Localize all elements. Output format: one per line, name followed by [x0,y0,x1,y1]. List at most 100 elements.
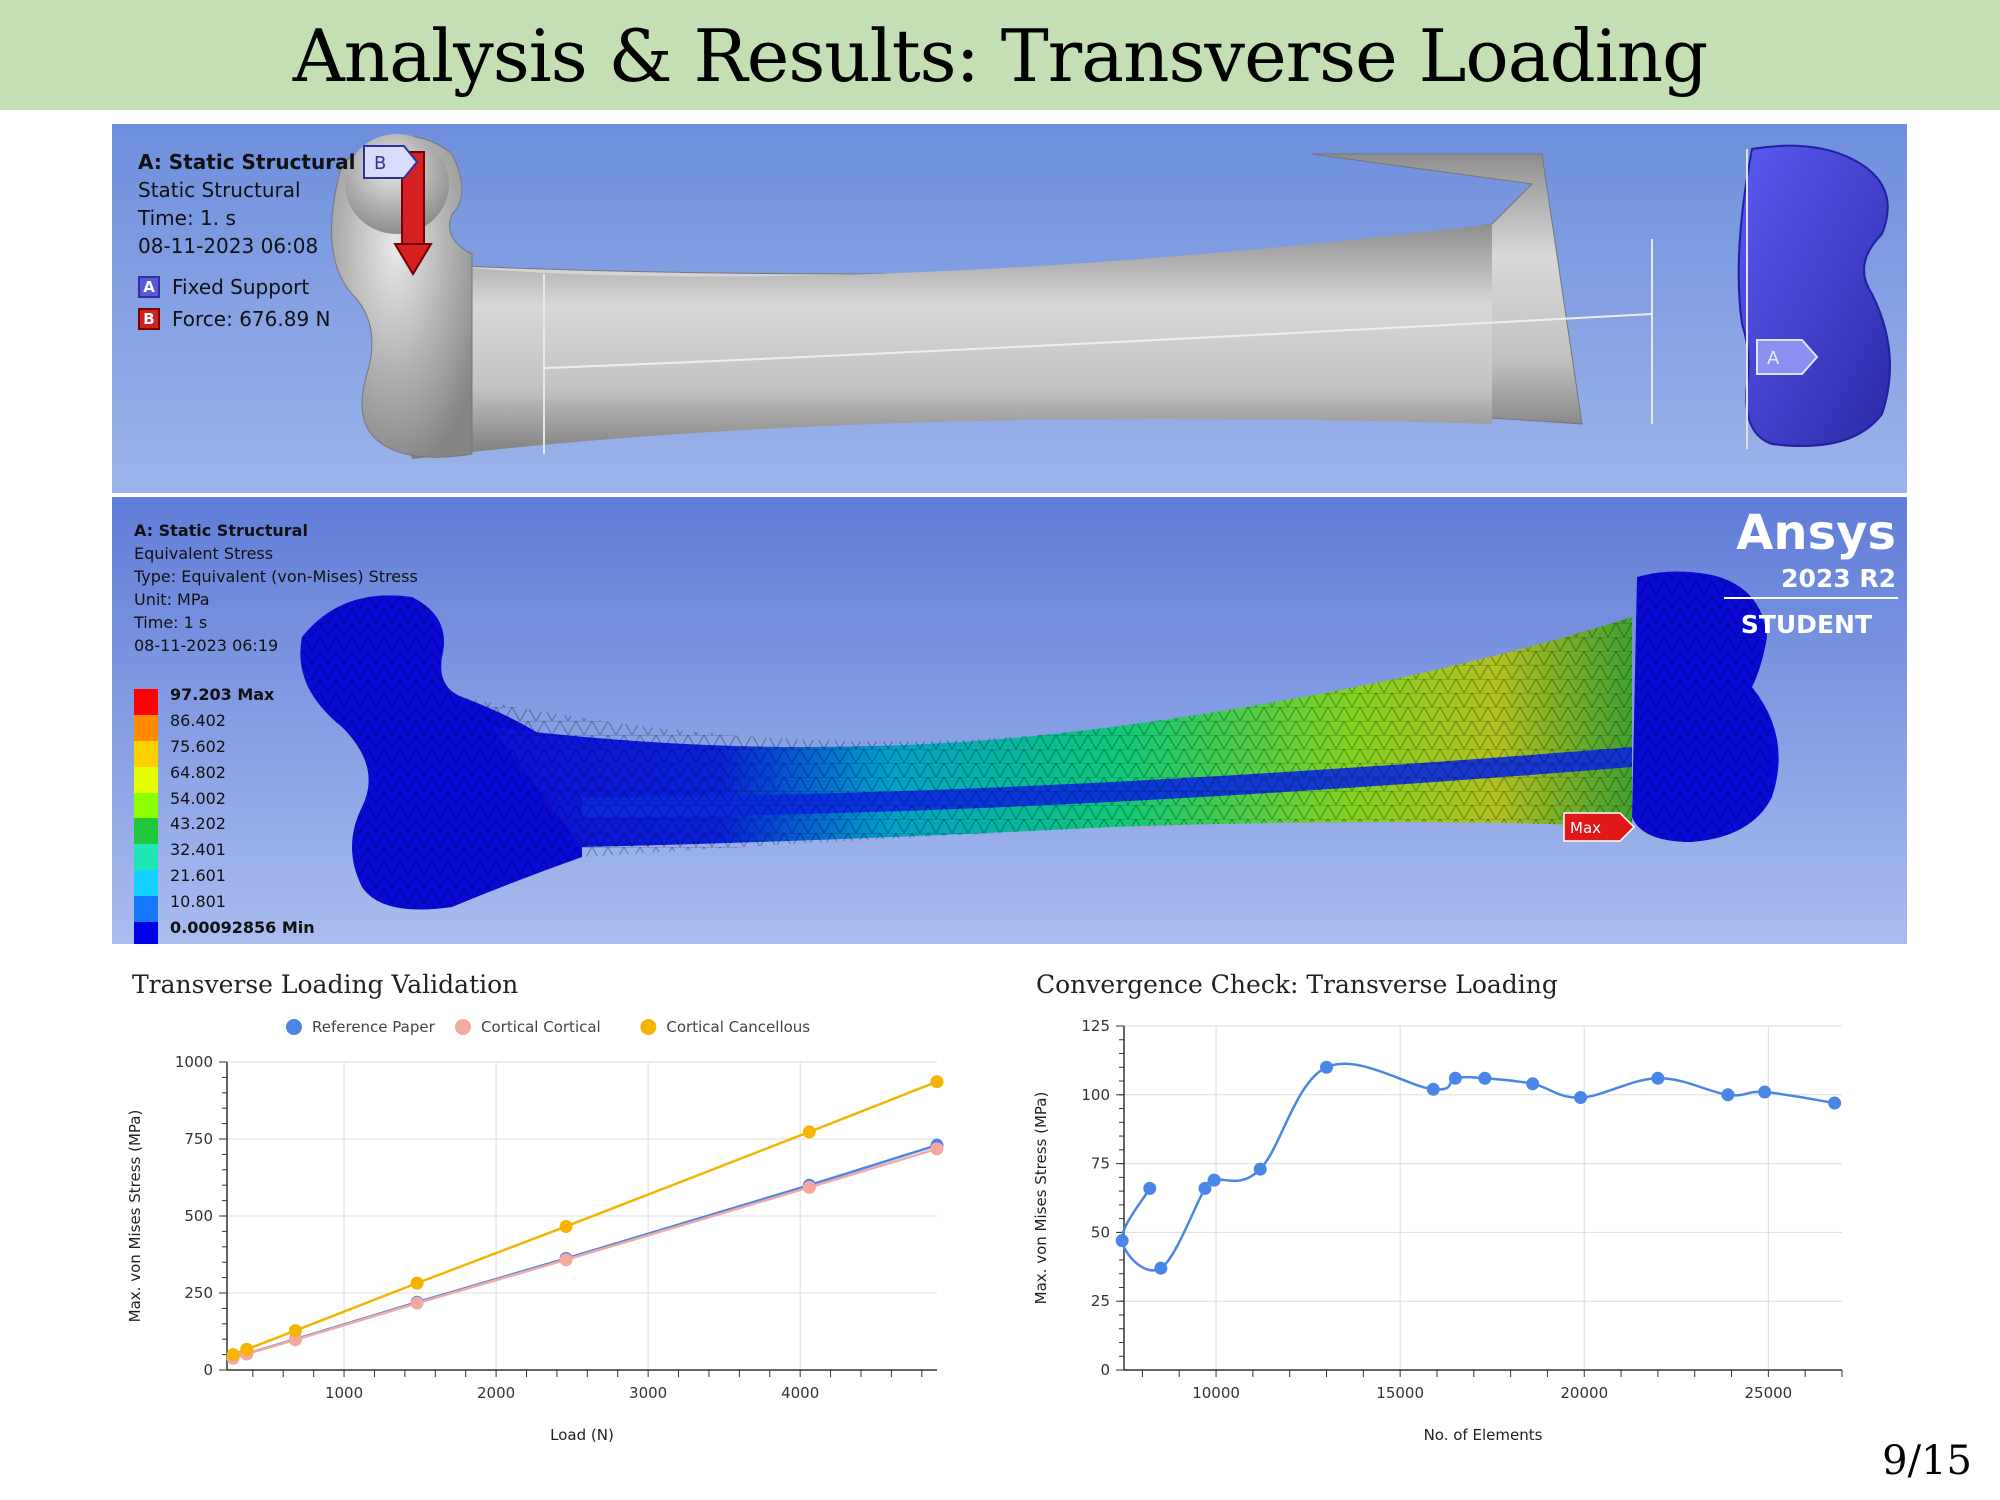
analysis-date: 08-11-2023 06:08 [138,234,319,258]
data-point [226,1348,240,1362]
data-point [1651,1071,1665,1085]
data-point [930,1075,944,1089]
force-marker-b: B [374,153,386,174]
series-line-2 [232,1080,938,1356]
contour-label: 86.402 [170,710,226,730]
x-tick-label: 3000 [629,1384,667,1402]
contour-label: 75.602 [170,736,226,756]
analysis-heading: A: Static Structural [138,150,356,174]
ansys-version: 2023 R2 [1781,564,1896,593]
legend-label-1: Cortical Cortical [481,1018,601,1036]
contour-label: 97.203 Max [170,685,275,704]
slide-title: Analysis & Results: Transverse Loading [292,14,1708,98]
stress-line-1: Equivalent Stress [134,544,274,563]
femur-stress-mesh: Max Ansys 2023 R2 STUDENT [300,505,1898,910]
data-point [1207,1173,1221,1187]
ansys-edition: STUDENT [1741,610,1872,639]
y-axis-label: Max. von Mises Stress (MPa) [1032,1092,1050,1305]
chart-validation-plot: 1000 2000 3000 4000 0 250 500 750 1000 Load (N) Ma… [126,1018,944,1444]
x-tick-label: 20000 [1560,1384,1608,1402]
legend-label-fixed-support: Fixed Support [172,275,310,299]
data-point [1154,1261,1168,1275]
legend-force: B Force: 676.89 N [138,306,355,332]
x-tick-label: 10000 [1192,1384,1240,1402]
stress-results-view: Max Ansys 2023 R2 STUDENT A: Static Stru… [112,497,1907,944]
contour-label: 21.601 [170,866,226,886]
contour-label: 0.00092856 Min [170,918,315,938]
y-tick-label: 250 [184,1284,213,1302]
x-tick-label: 15000 [1376,1384,1424,1402]
contour-swatch [134,689,158,715]
series-line-1 [232,1147,938,1360]
contour-swatch [134,844,158,871]
data-point [1143,1181,1157,1195]
contour-label: 64.802 [170,762,226,782]
legend-fixed-support: A Fixed Support [138,274,355,300]
data-point [1526,1077,1540,1091]
analysis-type: Static Structural [138,178,301,202]
stress-line-4: Time: 1 s [134,613,208,632]
data-point [1828,1096,1842,1110]
chart-validation: Transverse Loading Validation 1000 2000 30… [112,960,952,1460]
y-tick-label: 750 [184,1130,213,1148]
ansys-logo: Ansys [1736,505,1896,561]
chart-convergence-plot: 10000 15000 20000 25000 0 25 50 75 100 125 No. of … [1032,1017,1843,1444]
legend-badge-a: A [138,276,160,298]
boundary-conditions-view: B A A: Static Structural Static Structur… [112,124,1907,493]
stress-heading: A: Static Structural [134,521,308,540]
support-marker-a: A [1767,348,1780,369]
y-tick-label: 125 [1081,1017,1110,1035]
max-marker: Max [1570,819,1601,837]
stress-line-2: Type: Equivalent (von-Mises) Stress [134,567,418,586]
legend-label-2: Cortical Cancellous [666,1018,810,1036]
contour-swatch [134,818,158,845]
x-tick-label: 25000 [1744,1384,1792,1402]
data-point [1758,1085,1772,1099]
data-point [410,1296,424,1310]
legend-label-0: Reference Paper [312,1018,436,1036]
femur-geometry: B A [331,134,1891,459]
data-point [802,1125,816,1139]
data-point [559,1219,573,1233]
y-tick-label: 1000 [175,1053,213,1071]
series-line-0 [1120,1062,1835,1272]
legend-marker-0 [286,1019,302,1035]
stress-info: A: Static Structural Equivalent Stress T… [134,519,418,657]
x-tick-label: 1000 [325,1384,363,1402]
data-point [288,1333,302,1347]
data-point [240,1342,254,1356]
contour-swatch [134,922,158,944]
x-axis-label: Load (N) [550,1426,614,1444]
x-axis-label: No. of Elements [1424,1426,1543,1444]
contour-label: 32.401 [170,840,226,860]
y-tick-label: 100 [1081,1086,1110,1104]
data-point [1574,1091,1588,1105]
data-point [1198,1181,1212,1195]
data-point [930,1142,944,1156]
data-point [1426,1082,1440,1096]
data-point [410,1276,424,1290]
contour-swatch [134,792,158,819]
y-axis-label: Max. von Mises Stress (MPa) [126,1110,144,1323]
contour-label: 10.801 [170,892,226,912]
data-point [1320,1060,1334,1074]
analysis-info: A: Static Structural Static Structural T… [138,148,355,332]
y-tick-label: 50 [1091,1223,1110,1241]
y-tick-label: 75 [1091,1155,1110,1173]
data-point [802,1180,816,1194]
y-tick-label: 0 [203,1361,213,1379]
slide-title-bar: Analysis & Results: Transverse Loading [0,0,2000,110]
data-point [1721,1088,1735,1102]
chart-convergence: Convergence Check: Transverse Loading 10… [1020,960,1860,1460]
contour-swatch [134,766,158,793]
x-tick-label: 4000 [781,1384,819,1402]
data-point [1478,1071,1492,1085]
stress-line-5: 08-11-2023 06:19 [134,636,279,655]
x-tick-label: 2000 [477,1384,515,1402]
data-point [1253,1162,1267,1176]
contour-swatch [134,740,158,767]
y-tick-label: 0 [1100,1361,1110,1379]
data-point [288,1324,302,1338]
chart-convergence-title: Convergence Check: Transverse Loading [1036,970,1558,999]
legend-marker-2 [640,1019,657,1035]
